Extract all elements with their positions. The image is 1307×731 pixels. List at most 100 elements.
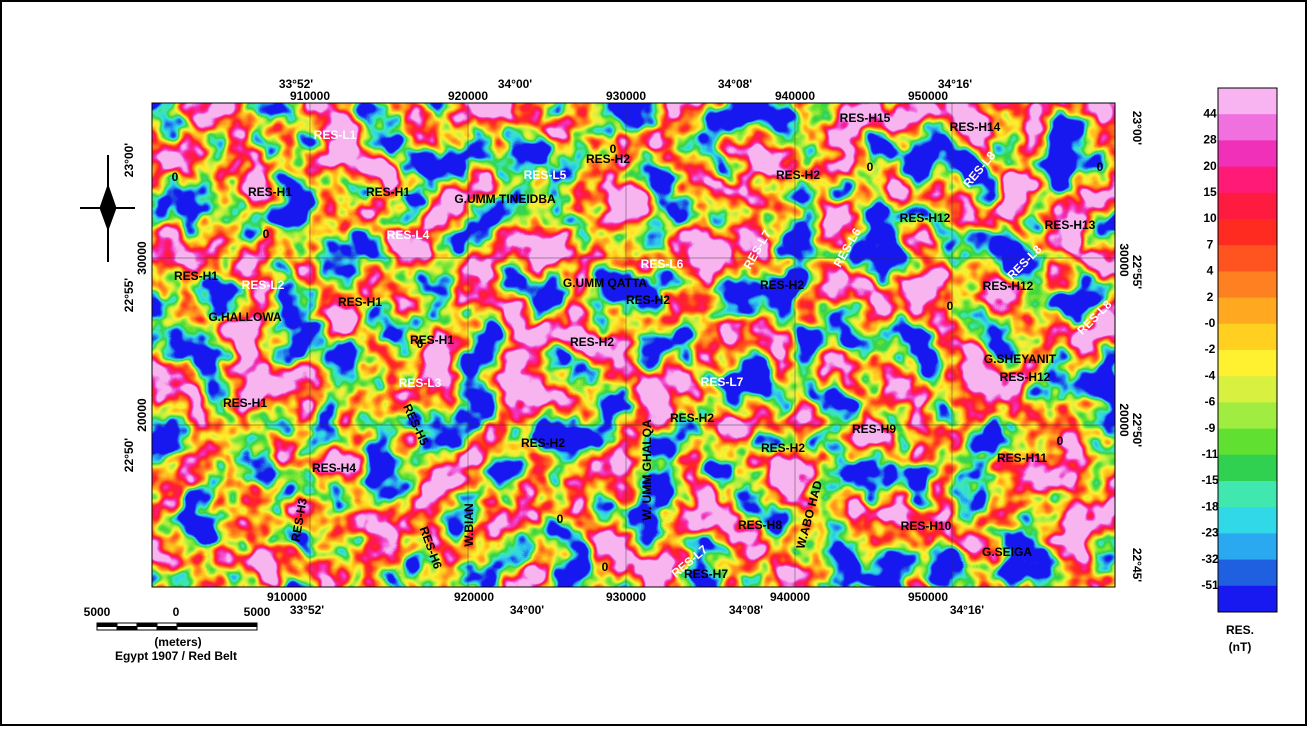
scale-tick-label: 5000 bbox=[244, 605, 271, 619]
colorbar-label: 7 bbox=[1207, 237, 1214, 251]
contour-label: 0 bbox=[417, 337, 424, 351]
map-label: W.BIAN bbox=[462, 503, 476, 546]
colorbar-swatch bbox=[1218, 507, 1277, 534]
left-axis-label: 22°50' bbox=[122, 438, 136, 472]
right-axis-label: 22°50' bbox=[1130, 413, 1144, 447]
colorbar-label: -15 bbox=[1201, 473, 1219, 487]
colorbar-swatch bbox=[1218, 455, 1277, 482]
colorbar-swatch bbox=[1218, 193, 1277, 220]
left-axis-label: 20000 bbox=[135, 398, 149, 432]
legend-unit: (nT) bbox=[1229, 640, 1252, 654]
map-label: RES-H15 bbox=[840, 111, 891, 125]
colorbar-swatch bbox=[1218, 271, 1277, 298]
map-label: RES-H2 bbox=[521, 436, 565, 450]
left-axis-label: 23°00' bbox=[122, 143, 136, 177]
colorbar-label: -0 bbox=[1205, 316, 1216, 330]
colorbar-label: 15 bbox=[1203, 185, 1217, 199]
map-label: RES-H12 bbox=[900, 211, 951, 225]
bottom-easting-label: 910000 bbox=[267, 590, 307, 604]
map-label: RES-H4 bbox=[312, 461, 356, 475]
colorbar-label: -32 bbox=[1201, 552, 1219, 566]
map-label: RES-H1 bbox=[174, 269, 218, 283]
bottom-easting-label: 920000 bbox=[454, 590, 494, 604]
map-label: G.HALLOWA bbox=[208, 310, 282, 324]
right-axis-label: 20000 bbox=[1117, 403, 1131, 437]
map-label: RES-L3 bbox=[399, 376, 442, 390]
map-label: RES-L7 bbox=[701, 375, 744, 389]
bottom-degree-label: 33°52' bbox=[290, 603, 324, 617]
map-label: RES-H1 bbox=[248, 185, 292, 199]
right-axis-label: 22°55' bbox=[1130, 255, 1144, 289]
right-axis-label: 23°00' bbox=[1130, 111, 1144, 145]
map-label: G.UMM TINEIDBA bbox=[454, 192, 556, 206]
colorbar-label: -23 bbox=[1201, 526, 1219, 540]
right-axis-label: 30000 bbox=[1117, 243, 1131, 277]
colorbar-swatch bbox=[1218, 481, 1277, 508]
colorbar-swatch bbox=[1218, 140, 1277, 167]
colorbar-label: -51 bbox=[1201, 578, 1219, 592]
map-label: RES-H8 bbox=[738, 518, 782, 532]
colorbar-label: 44 bbox=[1203, 106, 1217, 120]
map-label: RES-H2 bbox=[776, 168, 820, 182]
map-figure: 33°52'34°00'34°08'34°16'9100009200009300… bbox=[0, 0, 1307, 726]
colorbar-swatch bbox=[1218, 560, 1277, 587]
map-label: RES-H9 bbox=[852, 422, 896, 436]
colorbar-label: -2 bbox=[1205, 342, 1216, 356]
colorbar-label: -11 bbox=[1202, 447, 1219, 461]
contour-label: 0 bbox=[1097, 160, 1104, 174]
colorbar-label: 4 bbox=[1207, 264, 1214, 278]
map-label: RES-H12 bbox=[1000, 370, 1051, 384]
left-axis-label: 22°55' bbox=[122, 278, 136, 312]
colorbar-swatch bbox=[1218, 586, 1277, 613]
contour-label: 0 bbox=[263, 227, 270, 241]
bottom-easting-label: 930000 bbox=[606, 590, 646, 604]
map-label: RES-H2 bbox=[670, 411, 714, 425]
colorbar-label: -9 bbox=[1205, 421, 1216, 435]
contour-label: 0 bbox=[947, 299, 954, 313]
map-label: RES-H2 bbox=[761, 441, 805, 455]
left-axis-label: 30000 bbox=[135, 241, 149, 275]
map-label: RES-H14 bbox=[950, 120, 1001, 134]
colorbar-swatch bbox=[1218, 88, 1277, 115]
scale-tick-label: 0 bbox=[173, 605, 180, 619]
map-label: RES-L2 bbox=[242, 278, 285, 292]
colorbar-swatch bbox=[1218, 376, 1277, 403]
top-degree-label: 34°00' bbox=[498, 77, 532, 91]
map-label: G.UMM QATTA bbox=[563, 276, 648, 290]
top-easting-label: 930000 bbox=[606, 89, 646, 103]
colorbar-swatch bbox=[1218, 167, 1277, 194]
map-label: RES-H2 bbox=[586, 152, 630, 166]
scale-tick-label: 5000 bbox=[84, 605, 111, 619]
colorbar-swatch bbox=[1218, 533, 1277, 560]
map-label: RES-H2 bbox=[570, 335, 614, 349]
map-label: RES-L4 bbox=[387, 228, 430, 242]
colorbar-swatch bbox=[1218, 429, 1277, 456]
scale-unit: (meters) bbox=[154, 635, 201, 649]
colorbar-label: 20 bbox=[1203, 159, 1217, 173]
colorbar-swatch bbox=[1218, 324, 1277, 351]
legend-title: RES. bbox=[1226, 623, 1254, 637]
map-label: G.SHEYANIT bbox=[984, 352, 1057, 366]
colorbar-label: 2 bbox=[1207, 290, 1214, 304]
map-label: RES-H7 bbox=[684, 567, 728, 581]
map-label: RES-H1 bbox=[223, 396, 267, 410]
bottom-easting-label: 940000 bbox=[770, 590, 810, 604]
map-label: RES-H13 bbox=[1045, 218, 1096, 232]
contour-label: 0 bbox=[867, 160, 874, 174]
map-label: RES-L6 bbox=[641, 257, 684, 271]
top-easting-label: 940000 bbox=[775, 89, 815, 103]
colorbar-swatch bbox=[1218, 298, 1277, 325]
bottom-degree-label: 34°16' bbox=[950, 603, 984, 617]
map-label: RES-H1 bbox=[338, 295, 382, 309]
map-label: RES-L5 bbox=[524, 168, 567, 182]
scale-datum: Egypt 1907 / Red Belt bbox=[115, 649, 237, 663]
map-label: RES-H10 bbox=[901, 519, 952, 533]
colorbar-swatch bbox=[1218, 402, 1277, 429]
colorbar-swatch bbox=[1218, 245, 1277, 272]
colorbar-label: 28 bbox=[1203, 133, 1217, 147]
contour-label: 0 bbox=[610, 142, 617, 156]
map-label: RES-H2 bbox=[760, 278, 804, 292]
contour-label: 0 bbox=[1057, 434, 1064, 448]
map-label: RES-H12 bbox=[983, 279, 1034, 293]
map-label: RES-H1 bbox=[366, 185, 410, 199]
